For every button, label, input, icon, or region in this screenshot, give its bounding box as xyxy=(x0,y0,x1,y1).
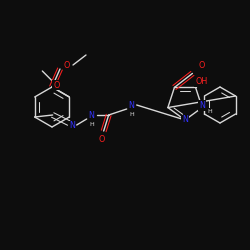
Text: N: N xyxy=(129,100,134,110)
Text: O: O xyxy=(64,60,70,70)
Text: O: O xyxy=(53,80,60,90)
Text: H: H xyxy=(208,109,212,114)
Text: N: N xyxy=(199,101,205,110)
Text: N: N xyxy=(89,110,94,120)
Text: N: N xyxy=(70,122,75,130)
Text: H: H xyxy=(89,122,94,126)
Text: O: O xyxy=(98,134,105,143)
Text: H: H xyxy=(129,112,134,116)
Text: OH: OH xyxy=(195,77,207,86)
Text: N: N xyxy=(182,116,188,124)
Text: O: O xyxy=(198,61,204,70)
